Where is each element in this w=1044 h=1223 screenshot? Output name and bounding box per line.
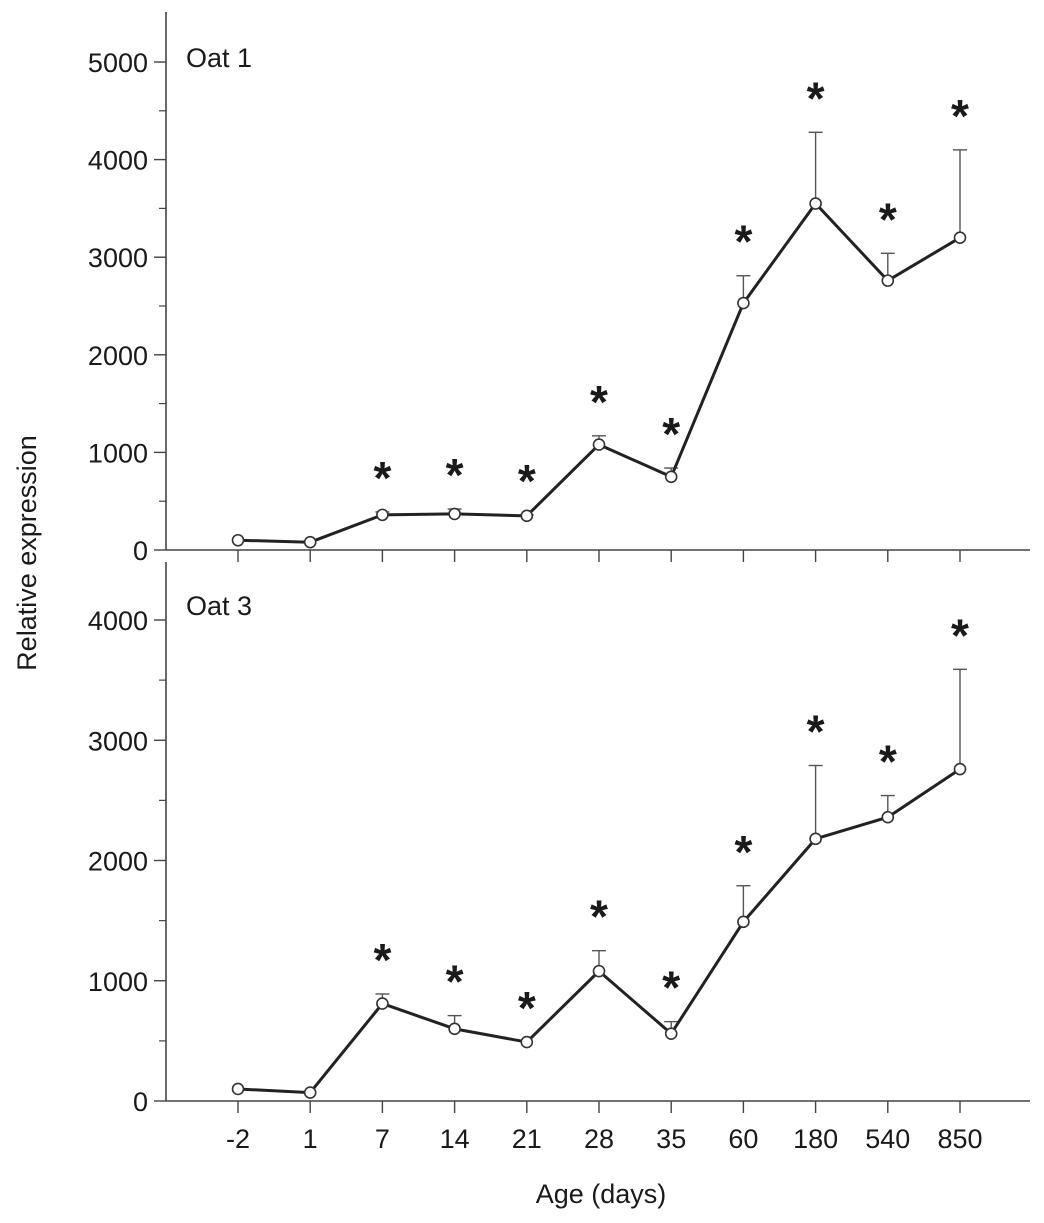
top-data-point <box>592 438 606 451</box>
top-data-point <box>737 296 750 310</box>
bottom-data-point <box>376 997 389 1010</box>
x-tick-label: 21 <box>512 1124 542 1154</box>
top-significance-star: * <box>590 376 608 428</box>
top-data-point <box>664 470 678 484</box>
x-tick-label: 35 <box>656 1124 686 1154</box>
x-tick-label: 14 <box>440 1124 470 1154</box>
bottom-data-point <box>231 1082 245 1096</box>
bottom-significance-star: * <box>734 826 752 878</box>
x-tick-label: 540 <box>865 1124 910 1154</box>
bottom-significance-star: * <box>879 736 897 788</box>
top-panel-axes: 0 1000 2000 3000 4000 5000 <box>88 12 1030 566</box>
top-y-tick-label: 0 <box>133 536 148 566</box>
bottom-y-tick-label: 4000 <box>88 606 148 636</box>
x-tick-label: 60 <box>728 1124 758 1154</box>
x-tick-label: 180 <box>793 1124 838 1154</box>
top-series-line <box>237 202 961 544</box>
bottom-significance-star: * <box>590 891 608 943</box>
top-significance-star: * <box>373 452 391 504</box>
bottom-panel-marks: * * * * * * * * * <box>231 609 969 1099</box>
top-significance-star: * <box>518 455 536 507</box>
top-significance-star: * <box>807 72 825 124</box>
top-data-point <box>303 535 317 549</box>
top-significance-star: * <box>446 449 464 501</box>
top-y-tick-label: 1000 <box>88 438 148 468</box>
top-panel-marks: * * * * * * * * * <box>231 72 969 549</box>
bottom-data-point <box>809 832 822 846</box>
bottom-significance-star: * <box>373 934 391 986</box>
top-significance-star: * <box>734 216 752 268</box>
top-data-point <box>520 509 534 523</box>
bottom-significance-star: * <box>807 706 825 758</box>
bottom-y-tick-label: 3000 <box>88 726 148 756</box>
top-panel-label: Oat 1 <box>186 43 252 73</box>
bottom-y-tick-label: 1000 <box>88 967 148 997</box>
bottom-significance-star: * <box>446 956 464 1008</box>
bottom-panel: 0 1000 2000 3000 4000 Oat 3 * * * * * * * * * <box>88 562 1030 1117</box>
y-axis-title: Relative expression <box>12 435 42 671</box>
x-tick-label: 850 <box>937 1124 982 1154</box>
bottom-data-point <box>664 1027 678 1040</box>
bottom-data-point <box>303 1086 317 1099</box>
top-data-point <box>881 274 895 287</box>
bottom-y-tick-label: 2000 <box>88 847 148 877</box>
top-y-tick-label: 5000 <box>88 48 148 78</box>
x-axis-title: Age (days) <box>536 1179 667 1209</box>
top-significance-star: * <box>662 408 680 460</box>
top-data-point <box>376 508 389 522</box>
bottom-data-point <box>448 1022 461 1036</box>
top-data-point <box>448 507 461 521</box>
x-tick-labels: -2 1 7 14 21 28 35 60 180 540 850 <box>226 1124 983 1154</box>
bottom-significance-star: * <box>662 962 680 1014</box>
top-y-tick-label: 3000 <box>88 243 148 273</box>
top-y-tick-label: 4000 <box>88 146 148 176</box>
x-tick-label: 28 <box>584 1124 614 1154</box>
top-significance-star: * <box>951 90 969 142</box>
bottom-data-point <box>953 762 967 776</box>
bottom-panel-label: Oat 3 <box>186 591 252 621</box>
bottom-data-point <box>592 964 606 978</box>
top-y-tick-label: 2000 <box>88 341 148 371</box>
bottom-significance-star: * <box>951 609 969 661</box>
bottom-y-tick-label: 0 <box>133 1087 148 1117</box>
bottom-data-point <box>520 1035 534 1049</box>
bottom-significance-star: * <box>518 982 536 1034</box>
bottom-data-point <box>881 810 895 824</box>
top-data-point <box>231 533 245 547</box>
x-tick-label: -2 <box>226 1124 250 1154</box>
x-tick-label: 1 <box>303 1124 318 1154</box>
bottom-panel-axes: 0 1000 2000 3000 4000 <box>88 562 1030 1117</box>
bottom-data-point <box>737 915 750 929</box>
top-data-point <box>953 231 967 244</box>
x-tick-label: 7 <box>375 1124 390 1154</box>
top-data-point <box>809 197 822 210</box>
top-panel: 0 1000 2000 3000 4000 5000 Oat 1 * * * * * * * * * <box>88 12 1030 566</box>
top-significance-star: * <box>879 193 897 245</box>
